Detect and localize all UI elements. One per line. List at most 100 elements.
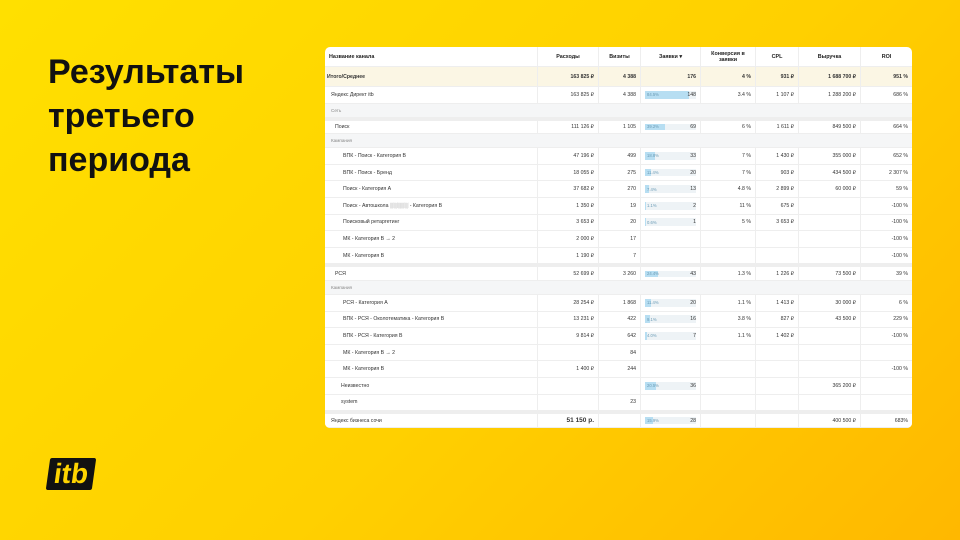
cell: 4 388 (598, 87, 640, 103)
cell: 9.1% 16 (640, 311, 700, 328)
cell: 4 % (700, 67, 755, 86)
cell: 270 (598, 181, 640, 197)
share-label: 7.4% (647, 186, 657, 192)
cell: 1 430 ₽ (755, 148, 798, 164)
cell: 0.6% 1 (640, 214, 700, 231)
share-bar (645, 417, 654, 424)
table-row: Кампания (325, 134, 912, 149)
bar-track (645, 201, 696, 210)
column-header: CPL (755, 47, 798, 66)
cell: 1.1 % (700, 328, 755, 344)
cell: 13 231 ₽ (537, 311, 598, 328)
cell: 1 413 ₽ (755, 295, 798, 311)
logo: itb (45, 458, 97, 490)
cell (700, 231, 755, 247)
cell (640, 394, 700, 411)
row-name: Кампания (331, 138, 353, 144)
cell: 176 (640, 67, 700, 86)
cell: 19 (598, 198, 640, 214)
cell: 59 % (860, 181, 912, 197)
cell: 827 ₽ (755, 311, 798, 328)
cell: 683% (860, 414, 912, 428)
column-header: Название канала (329, 53, 375, 60)
lead-count: 20 (690, 299, 696, 306)
cell: 7 % (700, 164, 755, 181)
cell: 163 825 ₽ (537, 67, 598, 86)
cell: 11.4% 20 (640, 164, 700, 181)
cell: 84.5% 148 (640, 87, 700, 103)
cell: 30 000 ₽ (798, 295, 860, 311)
cell: 4.0% 7 (640, 328, 700, 344)
cell: 18.8% 33 (640, 148, 700, 164)
cell: 4.8 % (700, 181, 755, 197)
share-label: 20.5% (647, 383, 659, 389)
table-row: РСЯ 52 699 ₽3 260 24.4% 43 1.3 % 1 226 ₽73 50… (325, 264, 912, 281)
cell: 3 653 ₽ (755, 214, 798, 231)
share-bar (645, 90, 689, 99)
cell (537, 394, 598, 411)
lead-count: 43 (690, 270, 696, 277)
share-bar (645, 381, 656, 390)
cell (537, 344, 598, 361)
cell: 1 226 ₽ (755, 267, 798, 280)
cell (755, 361, 798, 377)
table-row: Поиск 111 126 ₽1 105 39.2% 69 6 % 1 611 ₽849 … (325, 117, 912, 135)
bar-track (645, 298, 696, 307)
cell: 18 055 ₽ (537, 164, 598, 181)
cell: 17 (598, 231, 640, 247)
cell: 60 000 ₽ (798, 181, 860, 197)
cell (700, 361, 755, 377)
row-name: Неизвестно (341, 382, 370, 389)
row-name: МК - Категория В (343, 252, 385, 259)
lead-count: 69 (690, 123, 696, 130)
cell: 1 402 ₽ (755, 328, 798, 344)
share-bar (645, 168, 651, 177)
cell: 2 000 ₽ (537, 231, 598, 247)
header-row: Название канала Расходы Визиты Заявки ▾ Конв… (325, 47, 912, 67)
cell: 1.1% 2 (640, 198, 700, 214)
share-label: 11.4% (647, 300, 659, 306)
cell (798, 344, 860, 361)
cell: 365 200 ₽ (798, 378, 860, 394)
bar-track (645, 381, 696, 390)
table-row: Итого/Среднее 163 825 ₽4 388 176 4 % 931 ₽1 … (325, 67, 912, 87)
cell: 400 500 ₽ (798, 414, 860, 428)
cell (640, 344, 700, 361)
share-bar (645, 315, 650, 324)
column-header: ROI (860, 47, 912, 66)
cell: -100 % (860, 361, 912, 377)
bar-track (645, 185, 696, 194)
cell: 23 (598, 394, 640, 411)
row-name: Яндекс Директ itb (331, 91, 374, 98)
cell: 9 814 ₽ (537, 328, 598, 344)
cell: 1.3 % (700, 267, 755, 280)
cell: 51 150 р. (537, 414, 598, 428)
lead-count: 36 (690, 382, 696, 389)
cell: 47 196 ₽ (537, 148, 598, 164)
cell (798, 231, 860, 247)
cell: 5 % (700, 214, 755, 231)
cell: 642 (598, 328, 640, 344)
row-name: Поиск (335, 123, 350, 130)
cell: 3 653 ₽ (537, 214, 598, 231)
cell (598, 414, 640, 428)
cell (798, 361, 860, 377)
row-name: МК - Категория В → 2 (343, 235, 396, 242)
cell (755, 378, 798, 394)
row-name: Кампания (331, 285, 353, 290)
row-name: ВПК - РСЯ - Категория В (343, 332, 403, 339)
cell (860, 394, 912, 411)
column-header: Заявки ▾ (640, 47, 700, 66)
cell (700, 394, 755, 411)
lead-count: 33 (690, 152, 696, 159)
share-label: 4.0% (647, 333, 657, 339)
cell (798, 394, 860, 411)
cell: 52 699 ₽ (537, 267, 598, 280)
row-name: Поиск - Категория А (343, 186, 392, 193)
table-row: Поиск - Автошкола ░░░░░ - Категория В 1 3… (325, 198, 912, 215)
cell: 1 288 200 ₽ (798, 87, 860, 103)
share-label: 1.1% (647, 203, 657, 209)
cell: 652 % (860, 148, 912, 164)
cell: 4 388 (598, 67, 640, 86)
cell (700, 414, 755, 428)
